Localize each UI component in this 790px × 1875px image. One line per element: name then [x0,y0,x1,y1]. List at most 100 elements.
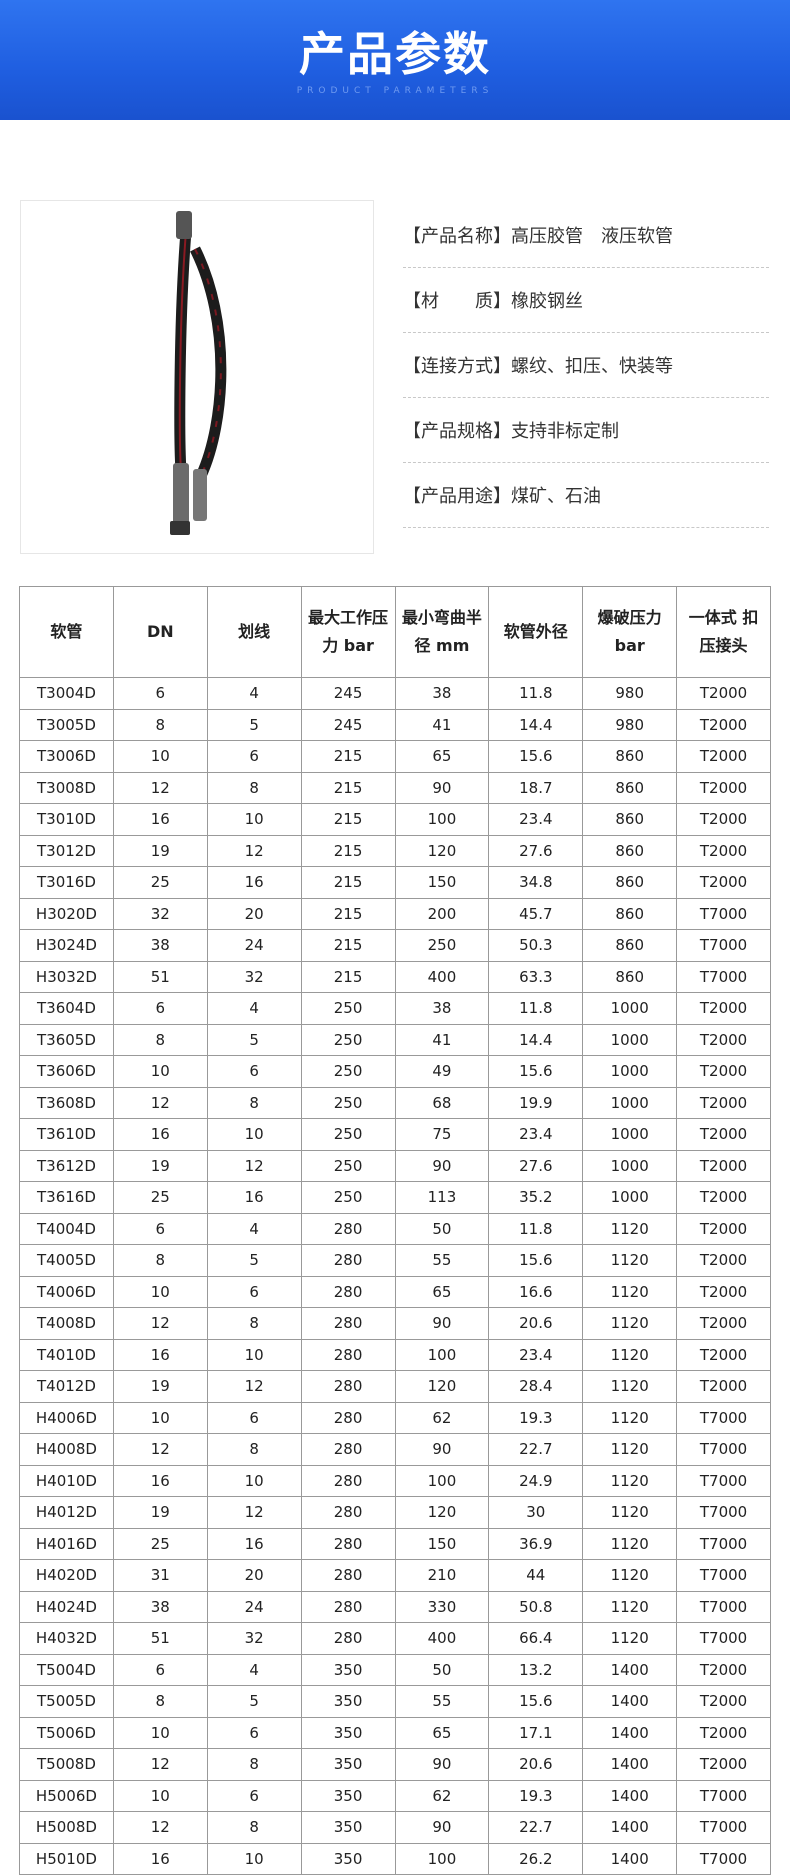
table-cell: 12 [112,1433,208,1466]
info-value: 煤矿、石油 [511,486,601,507]
table-cell: 1400 [582,1748,678,1781]
table-cell: T2000 [676,1023,771,1056]
table-cell: 280 [300,1370,396,1403]
table-cell: 8 [206,1307,302,1340]
table-cell: 20 [206,1559,302,1592]
table-row: T5005D 8 5 350 55 15.6 1400 T2000 [19,1685,771,1718]
table-row: H3020D 32 20 215 200 45.7 860 T7000 [19,897,771,930]
table-cell: 5 [206,1244,302,1277]
table-cell: 62 [394,1401,490,1434]
column-header: 软管 [19,586,114,678]
table-cell: 10 [206,1464,302,1497]
table-cell: T2000 [676,834,771,867]
table-cell: 6 [112,1212,208,1245]
table-cell: H4032D [19,1622,114,1655]
table-cell: 19 [112,1496,208,1529]
info-value: 高压胶管 液压软管 [511,226,673,247]
table-cell: 16 [206,1181,302,1214]
table-cell: T3008D [19,771,114,804]
parameter-table: 软管 DN 划线 最大工作压力 bar 最小弯曲半径 mm 软管外径 爆破压力bar 一体式 … [19,586,771,1875]
table-cell: 250 [300,1023,396,1056]
table-cell: 16 [112,1118,208,1151]
table-cell: 1000 [582,1181,678,1214]
table-cell: 215 [300,771,396,804]
table-row: T3612D 19 12 250 90 27.6 1000 T2000 [19,1149,771,1182]
table-cell: 41 [394,1023,490,1056]
table-cell: 860 [582,866,678,899]
table-cell: T2000 [676,1716,771,1749]
table-cell: 11.8 [488,992,584,1025]
table-cell: 51 [112,960,208,993]
table-cell: 8 [206,1748,302,1781]
table-cell: 16.6 [488,1275,584,1308]
table-cell: 19 [112,834,208,867]
table-cell: 250 [300,1181,396,1214]
table-body: T3004D 6 4 245 38 11.8 980 T2000 T3005D 8 5 245 41 14… [19,677,771,1875]
info-key: 【连接方式】 [403,356,511,377]
table-cell: 330 [394,1590,490,1623]
table-cell: 113 [394,1181,490,1214]
table-cell: 280 [300,1464,396,1497]
table-cell: 19.9 [488,1086,584,1119]
table-cell: 860 [582,740,678,773]
table-cell: 280 [300,1212,396,1245]
table-cell: T2000 [676,866,771,899]
table-cell: T7000 [676,1559,771,1592]
table-cell: T2000 [676,740,771,773]
table-cell: 16 [206,866,302,899]
table-cell: 4 [206,992,302,1025]
table-cell: 4 [206,1212,302,1245]
table-cell: 280 [300,1244,396,1277]
table-cell: 50.8 [488,1590,584,1623]
column-header: 爆破压力bar [582,586,678,678]
table-cell: 245 [300,708,396,741]
table-cell: T3612D [19,1149,114,1182]
table-cell: 100 [394,803,490,836]
table-cell: 10 [112,1716,208,1749]
info-value: 支持非标定制 [511,421,619,442]
table-cell: 6 [112,1653,208,1686]
table-cell: T7000 [676,1811,771,1844]
table-row: T3604D 6 4 250 38 11.8 1000 T2000 [19,992,771,1025]
table-cell: 150 [394,866,490,899]
column-header: 最小弯曲半径 mm [394,586,490,678]
table-row: T4012D 19 12 280 120 28.4 1120 T2000 [19,1370,771,1403]
table-cell: 215 [300,803,396,836]
table-cell: 350 [300,1685,396,1718]
table-cell: 1120 [582,1401,678,1434]
table-cell: 19 [112,1149,208,1182]
table-row: H4012D 19 12 280 120 30 1120 T7000 [19,1496,771,1529]
table-cell: 6 [112,992,208,1025]
table-cell: 980 [582,677,678,710]
table-cell: 6 [206,1716,302,1749]
table-cell: 860 [582,929,678,962]
table-cell: H3024D [19,929,114,962]
info-value: 橡胶钢丝 [511,291,583,312]
table-cell: H5006D [19,1779,114,1812]
table-cell: 280 [300,1559,396,1592]
table-cell: H4008D [19,1433,114,1466]
table-cell: T2000 [676,1244,771,1277]
table-cell: 38 [112,929,208,962]
table-cell: 20 [206,897,302,930]
table-cell: H3032D [19,960,114,993]
table-cell: 10 [206,803,302,836]
table-cell: 90 [394,1307,490,1340]
table-cell: 12 [112,1748,208,1781]
table-cell: T3005D [19,708,114,741]
table-cell: T2000 [676,1055,771,1088]
table-cell: 11.8 [488,1212,584,1245]
table-cell: 1400 [582,1653,678,1686]
table-cell: 20.6 [488,1748,584,1781]
table-cell: 6 [112,677,208,710]
table-cell: 215 [300,740,396,773]
table-cell: 90 [394,771,490,804]
table-cell: 120 [394,1370,490,1403]
table-cell: 1120 [582,1338,678,1371]
table-cell: T2000 [676,771,771,804]
table-cell: 215 [300,897,396,930]
table-cell: T3010D [19,803,114,836]
table-cell: 28.4 [488,1370,584,1403]
table-cell: 15.6 [488,1244,584,1277]
table-cell: 8 [206,1811,302,1844]
